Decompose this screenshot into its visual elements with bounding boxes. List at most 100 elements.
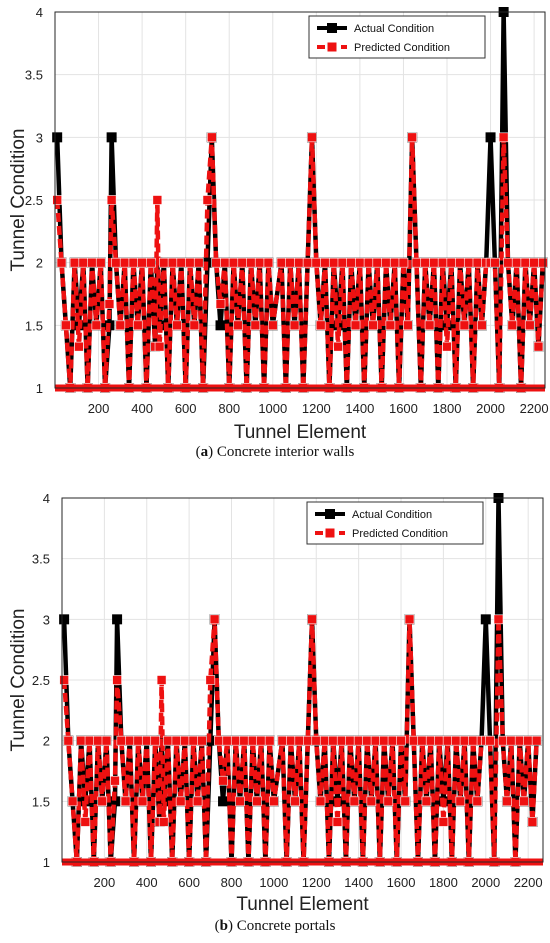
predicted-marker	[511, 257, 522, 268]
predicted-marker	[385, 320, 396, 331]
predicted-marker	[207, 132, 217, 143]
predicted-marker	[459, 320, 470, 331]
predicted-marker	[493, 614, 504, 625]
predicted-marker	[407, 132, 417, 143]
predicted-marker	[307, 132, 317, 143]
predicted-marker	[424, 320, 435, 331]
predicted-marker	[425, 735, 436, 746]
predicted-marker	[156, 675, 167, 685]
predicted-marker	[128, 257, 139, 268]
y-tick-label: 4	[36, 5, 43, 20]
predicted-marker	[146, 257, 156, 268]
predicted-marker	[192, 796, 203, 807]
legend-box	[308, 15, 486, 59]
predicted-marker	[503, 257, 513, 268]
predicted-marker	[363, 257, 374, 268]
caption-b: (b) Concrete portals	[214, 918, 336, 934]
predicted-marker	[246, 257, 256, 268]
x-tick-label: 1200	[302, 401, 331, 416]
predicted-marker	[490, 257, 500, 268]
axes-box	[61, 497, 544, 863]
predicted-marker	[336, 735, 347, 746]
predicted-marker	[438, 817, 449, 827]
predicted-marker	[125, 735, 135, 746]
predicted-marker	[264, 735, 275, 746]
predicted-marker	[74, 341, 84, 352]
predicted-marker	[106, 195, 117, 205]
predicted-marker	[189, 320, 200, 331]
x-tick-label: 1000	[258, 401, 287, 416]
predicted-marker	[311, 735, 322, 746]
x-tick-label: 1800	[433, 401, 462, 416]
predicted-marker	[328, 257, 339, 268]
predicted-marker	[230, 735, 241, 746]
actual-marker	[106, 132, 117, 143]
predicted-marker	[222, 735, 233, 746]
predicted-marker	[61, 320, 71, 331]
actual-marker	[59, 614, 70, 625]
predicted-marker	[110, 775, 120, 786]
x-tick-label: 1600	[387, 875, 416, 890]
predicted-marker	[389, 257, 400, 268]
predicted-marker	[197, 735, 207, 746]
predicted-marker	[302, 735, 313, 746]
x-axis-title: Tunnel Element	[236, 894, 369, 915]
x-axis-title: Tunnel Element	[234, 422, 367, 443]
y-tick-label: 1.5	[25, 318, 43, 333]
y-tick-label: 2	[43, 734, 50, 749]
legend-label: Actual Condition	[354, 23, 434, 35]
predicted-marker	[214, 735, 224, 746]
predicted-marker	[141, 735, 152, 746]
predicted-marker	[346, 257, 356, 268]
predicted-marker	[455, 796, 466, 807]
predicted-marker	[119, 257, 130, 268]
predicted-marker	[362, 735, 372, 746]
predicted-marker	[193, 257, 204, 268]
predicted-marker	[538, 257, 548, 268]
x-tick-label: 1200	[302, 875, 331, 890]
predicted-marker	[180, 735, 190, 746]
caption-a-text: Concrete interior walls	[216, 444, 355, 460]
predicted-marker	[350, 320, 361, 331]
predicted-marker	[333, 341, 343, 352]
predicted-marker	[286, 735, 296, 746]
x-tick-label: 2000	[476, 401, 505, 416]
predicted-marker	[277, 735, 288, 746]
x-tick-label: 1800	[429, 875, 458, 890]
x-tick-label: 600	[175, 401, 197, 416]
predicted-marker	[104, 299, 115, 309]
legend-label: Predicted Condition	[352, 528, 448, 540]
predicted-marker	[368, 320, 378, 331]
predicted-marker	[67, 796, 78, 807]
predicted-marker	[294, 735, 305, 746]
predicted-marker	[69, 257, 80, 268]
predicted-marker	[507, 320, 518, 331]
predicted-marker	[519, 796, 529, 807]
axes-box	[54, 11, 546, 389]
predicted-marker	[120, 796, 131, 807]
x-tick-label: 800	[221, 875, 243, 890]
predicted-marker	[520, 257, 531, 268]
predicted-marker	[159, 257, 169, 268]
predicted-marker	[468, 735, 478, 746]
predicted-marker	[307, 614, 317, 625]
chart-b-svg: 200 400 600 800 1000 1200 1400 1600 1800 2000 2200…	[8, 491, 544, 915]
predicted-marker	[137, 257, 147, 268]
predicted-marker	[529, 257, 539, 268]
predicted-marker	[132, 320, 143, 331]
predicted-marker	[328, 735, 339, 746]
y-axis-title: Tunnel Condition	[8, 129, 29, 272]
legend-label: Actual Condition	[352, 509, 432, 521]
predicted-marker	[91, 320, 102, 331]
predicted-marker	[116, 735, 127, 746]
x-tick-label: 800	[218, 401, 240, 416]
predicted-marker	[383, 796, 394, 807]
predicted-marker	[101, 735, 112, 746]
predicted-marker	[56, 257, 67, 268]
predicted-marker	[250, 320, 261, 331]
x-tick-label: 2000	[471, 875, 500, 890]
predicted-marker	[267, 320, 278, 331]
predicted-marker	[337, 257, 348, 268]
predicted-marker	[506, 735, 517, 746]
predicted-marker	[254, 257, 265, 268]
